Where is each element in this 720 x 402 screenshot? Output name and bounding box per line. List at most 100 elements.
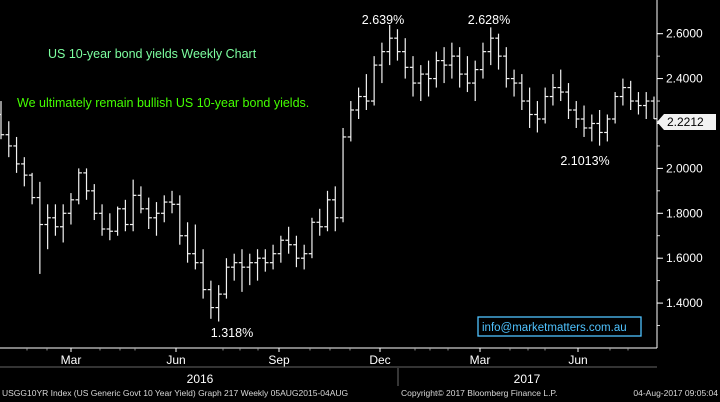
ohlc-bar (635, 92, 642, 115)
ohlc-bar (339, 127, 347, 223)
ohlc-bar (627, 80, 634, 111)
x-year-label: 2017 (514, 372, 541, 386)
ohlc-bar (91, 184, 98, 221)
ohlc-bar (238, 249, 246, 292)
footer-copyright: Copyright© 2017 Bloomberg Finance L.P. (401, 388, 558, 398)
ohlc-bar (5, 121, 12, 158)
annotation-label: 2.628% (468, 13, 510, 27)
ohlc-bar (425, 60, 432, 97)
x-tick-label: Mar (470, 353, 491, 367)
ohlc-bar (332, 186, 339, 232)
ohlc-bar (28, 172, 36, 205)
x-tick-label: Mar (61, 353, 82, 367)
annotation-label: 1.318% (211, 326, 253, 340)
ohlc-bar (650, 96, 658, 120)
ohlc-bar (534, 101, 541, 133)
x-tick-label: Sep (268, 353, 290, 367)
ohlc-bar (262, 249, 269, 272)
ohlc-bar (573, 101, 580, 128)
ohlc-bar (363, 74, 370, 111)
ohlc-bar (52, 204, 59, 236)
ohlc-bar (199, 249, 207, 299)
ohlc-bar (13, 136, 20, 173)
ohlc-bar (464, 56, 471, 93)
last-value-badge-shape (657, 114, 716, 130)
ohlc-bar (355, 87, 362, 119)
ohlc-bar (417, 65, 424, 102)
ohlc-bar (518, 74, 526, 111)
y-tick-label: 2.4000 (666, 72, 703, 86)
ohlc-bar (503, 47, 510, 88)
ohlc-bar (611, 92, 619, 124)
ohlc-bar (448, 42, 456, 79)
ohlc-bar (386, 24, 393, 66)
ohlc-bar (580, 105, 588, 137)
ohlc-bar (215, 285, 222, 322)
contact-email-link[interactable]: info@marketmatters.com.au (482, 322, 627, 334)
ohlc-bar (495, 33, 502, 70)
ohlc-bar (394, 29, 401, 61)
ohlc-bar (285, 226, 292, 254)
ohlc-bar (619, 78, 627, 106)
ohlc-bar (153, 202, 160, 236)
ohlc-bar (565, 83, 572, 119)
ohlc-bar (378, 42, 386, 84)
ohlc-bar (75, 168, 82, 205)
ohlc-series (0, 24, 658, 322)
ohlc-bar (596, 110, 603, 146)
ohlc-bar (223, 258, 230, 299)
footer-bar: USGG10YR Index (US Generic Govt 10 Year … (0, 387, 720, 402)
annotation-label: 2.639% (362, 13, 404, 27)
ohlc-bar (316, 208, 323, 236)
ohlc-bar (277, 235, 285, 263)
y-tick-label: 1.4000 (666, 296, 703, 310)
y-tick-label: 2.6000 (666, 27, 703, 41)
ohlc-bar (604, 114, 611, 142)
ohlc-bar (192, 224, 199, 270)
ohlc-bar (246, 253, 253, 286)
ohlc-bar (98, 204, 106, 236)
ohlc-bar (440, 47, 448, 84)
ohlc-bar (487, 27, 494, 66)
y-tick-label: 2.0000 (666, 161, 703, 175)
x-tick-label: Jun (568, 353, 587, 367)
ohlc-bar (557, 69, 564, 102)
x-tick-label: Jun (166, 353, 185, 367)
ohlc-bar (83, 168, 90, 200)
ohlc-bar (456, 47, 463, 88)
ohlc-bar (300, 244, 308, 270)
ohlc-bar (549, 74, 557, 106)
x-year-label: 2016 (187, 372, 214, 386)
ohlc-bar (526, 87, 533, 128)
ohlc-bar (0, 101, 5, 140)
ohlc-bar (207, 280, 215, 319)
ohlc-bar (510, 69, 518, 97)
ohlc-bar (176, 195, 183, 245)
ohlc-bar (231, 253, 238, 281)
ohlc-bar (129, 179, 137, 232)
footer-source: USGG10YR Index (US Generic Govt 10 Year … (2, 388, 349, 398)
last-value-badge: 2.2212 (657, 114, 716, 130)
annotations: 2.639% 2.628% 1.318% 2.1013% (211, 13, 610, 340)
ohlc-bar (293, 235, 300, 268)
ohlc-bar (254, 249, 261, 281)
ohlc-bar (433, 51, 440, 88)
ohlc-bar (324, 190, 331, 232)
contact-box[interactable]: info@marketmatters.com.au (477, 316, 642, 337)
contact-box-frame (477, 316, 642, 337)
ohlc-bar (67, 193, 75, 225)
ohlc-bar (145, 197, 152, 230)
chart-title: US 10-year bond yields Weekly Chart (48, 47, 257, 61)
ohlc-bar (479, 42, 487, 79)
ohlc-bar (370, 56, 378, 106)
ohlc-bar (114, 206, 121, 236)
ohlc-bar (36, 181, 44, 274)
footer-timestamp: 04-Aug-2017 09:05:04 (633, 388, 718, 398)
ohlc-bar (184, 222, 191, 263)
ohlc-bar (21, 157, 28, 187)
ohlc-bar (402, 38, 409, 79)
y-tick-label: 1.8000 (666, 206, 703, 220)
chart-frame (0, 0, 658, 368)
x-tick-label: Dec (369, 353, 390, 367)
